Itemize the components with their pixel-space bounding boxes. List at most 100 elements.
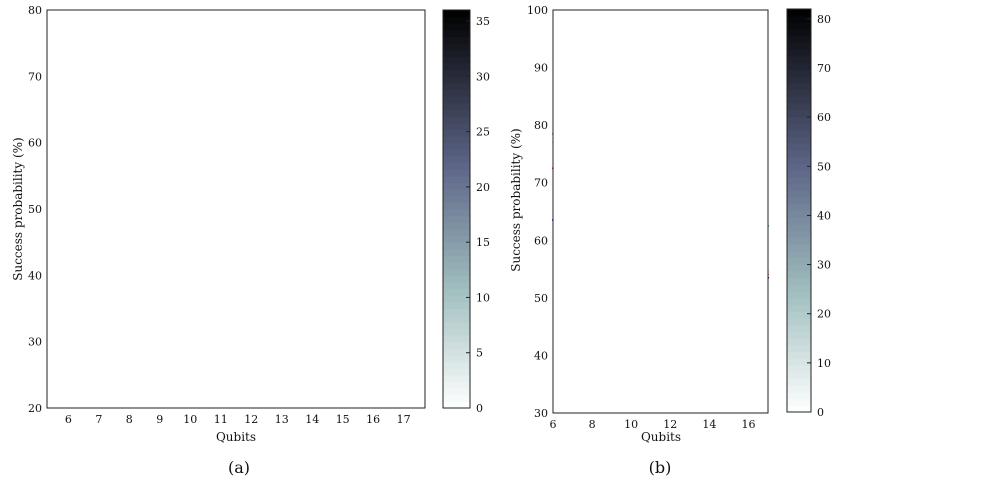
colorbar-band xyxy=(787,364,811,373)
colorbar-band xyxy=(443,116,470,124)
colorbar-tick-label: 0 xyxy=(476,402,483,415)
colorbar-band xyxy=(443,149,470,157)
colorbar-band xyxy=(787,15,811,23)
colorbar-band xyxy=(443,315,470,323)
colorbar-band xyxy=(443,63,470,71)
colorbar-band xyxy=(443,388,470,396)
colorbar-tick-label: 0 xyxy=(817,406,824,419)
colorbar-band xyxy=(787,129,811,138)
colorbar-band xyxy=(443,122,470,130)
x-tick-label: 8 xyxy=(589,418,596,431)
x-tick-label: 17 xyxy=(397,413,411,426)
colorbar-tick-label: 15 xyxy=(476,236,490,249)
x-tick-label: 9 xyxy=(156,413,163,426)
colorbar-tick-label: 60 xyxy=(817,111,831,124)
colorbar-tick-label: 25 xyxy=(476,126,490,139)
colorbar-band xyxy=(787,109,811,117)
y-tick-label: 80 xyxy=(28,4,42,17)
colorbar-tick-label: 70 xyxy=(817,62,831,75)
y-tick-label: 80 xyxy=(534,119,548,132)
colorbar-band xyxy=(787,29,811,37)
colorbar-band xyxy=(787,163,811,171)
x-tick-label: 13 xyxy=(275,413,289,426)
colorbar-band xyxy=(787,317,811,326)
colorbar-band xyxy=(787,358,811,366)
panel-b-colorbar-gradient xyxy=(787,9,811,413)
y-tick-label: 40 xyxy=(534,349,548,362)
colorbar-band xyxy=(443,235,470,243)
colorbar-tick-label: 20 xyxy=(817,308,831,321)
colorbar-band xyxy=(443,29,470,38)
colorbar-band xyxy=(443,361,470,369)
colorbar-band xyxy=(787,76,811,84)
x-tick-label: 6 xyxy=(65,413,72,426)
colorbar-band xyxy=(443,16,470,24)
colorbar-band xyxy=(443,155,470,164)
colorbar-band xyxy=(443,49,470,57)
colorbar-band xyxy=(443,381,470,389)
colorbar-band xyxy=(443,102,470,110)
colorbar-band xyxy=(787,331,811,339)
colorbar-band xyxy=(443,222,470,230)
colorbar-band xyxy=(443,401,470,409)
y-tick-label: 70 xyxy=(534,177,548,190)
colorbar-tick-label: 35 xyxy=(476,15,490,28)
colorbar-band xyxy=(443,36,470,44)
colorbar-band xyxy=(787,82,811,91)
colorbar-band xyxy=(787,103,811,111)
colorbar-band xyxy=(443,209,470,217)
panel-a-colorbar xyxy=(442,9,471,409)
colorbar-band xyxy=(443,328,470,336)
colorbar-band xyxy=(443,142,470,150)
colorbar-band xyxy=(787,176,811,185)
colorbar-band xyxy=(443,301,470,309)
colorbar-band xyxy=(787,9,811,17)
colorbar-band xyxy=(443,295,470,303)
colorbar-band xyxy=(443,368,470,376)
colorbar-band xyxy=(787,69,811,77)
colorbar-band xyxy=(787,297,811,306)
y-tick-label: 40 xyxy=(28,269,42,282)
colorbar-band xyxy=(443,175,470,183)
colorbar-tick-label: 20 xyxy=(476,181,490,194)
colorbar-band xyxy=(787,217,811,225)
colorbar-band xyxy=(443,129,470,137)
colorbar-band xyxy=(787,344,811,353)
colorbar-tick-label: 80 xyxy=(817,13,831,26)
colorbar-tick-label: 40 xyxy=(817,209,831,222)
colorbar-band xyxy=(443,321,470,329)
colorbar-band xyxy=(787,96,811,104)
colorbar-band xyxy=(787,197,811,205)
x-tick-label: 12 xyxy=(663,418,677,431)
panel-a-colorbar-ticks: 0 5 10 15 20 25 30 35 xyxy=(466,15,490,415)
colorbar-band xyxy=(443,43,470,51)
colorbar-band xyxy=(443,76,470,84)
colorbar-band xyxy=(787,223,811,232)
colorbar-band xyxy=(787,277,811,285)
x-tick-label: 12 xyxy=(244,413,258,426)
colorbar-band xyxy=(443,215,470,223)
colorbar-band xyxy=(787,304,811,312)
colorbar-band xyxy=(787,35,811,44)
colorbar-band xyxy=(443,341,470,349)
colorbar-band xyxy=(443,109,470,117)
colorbar-band xyxy=(787,170,811,178)
colorbar-band xyxy=(443,255,470,263)
colorbar-band xyxy=(443,394,470,402)
colorbar-band xyxy=(443,23,470,31)
colorbar-band xyxy=(443,169,470,177)
y-tick-label: 60 xyxy=(28,137,42,150)
colorbar-band xyxy=(787,42,811,50)
y-tick-label: 100 xyxy=(527,4,548,17)
colorbar-band xyxy=(443,288,470,296)
colorbar-tick-label: 10 xyxy=(817,357,831,370)
panel-b-plot-frame xyxy=(552,9,769,414)
x-tick-label: 11 xyxy=(214,413,228,426)
colorbar-band xyxy=(443,182,470,190)
colorbar-band xyxy=(787,230,811,238)
colorbar-band xyxy=(443,82,470,91)
colorbar-band xyxy=(787,264,811,272)
